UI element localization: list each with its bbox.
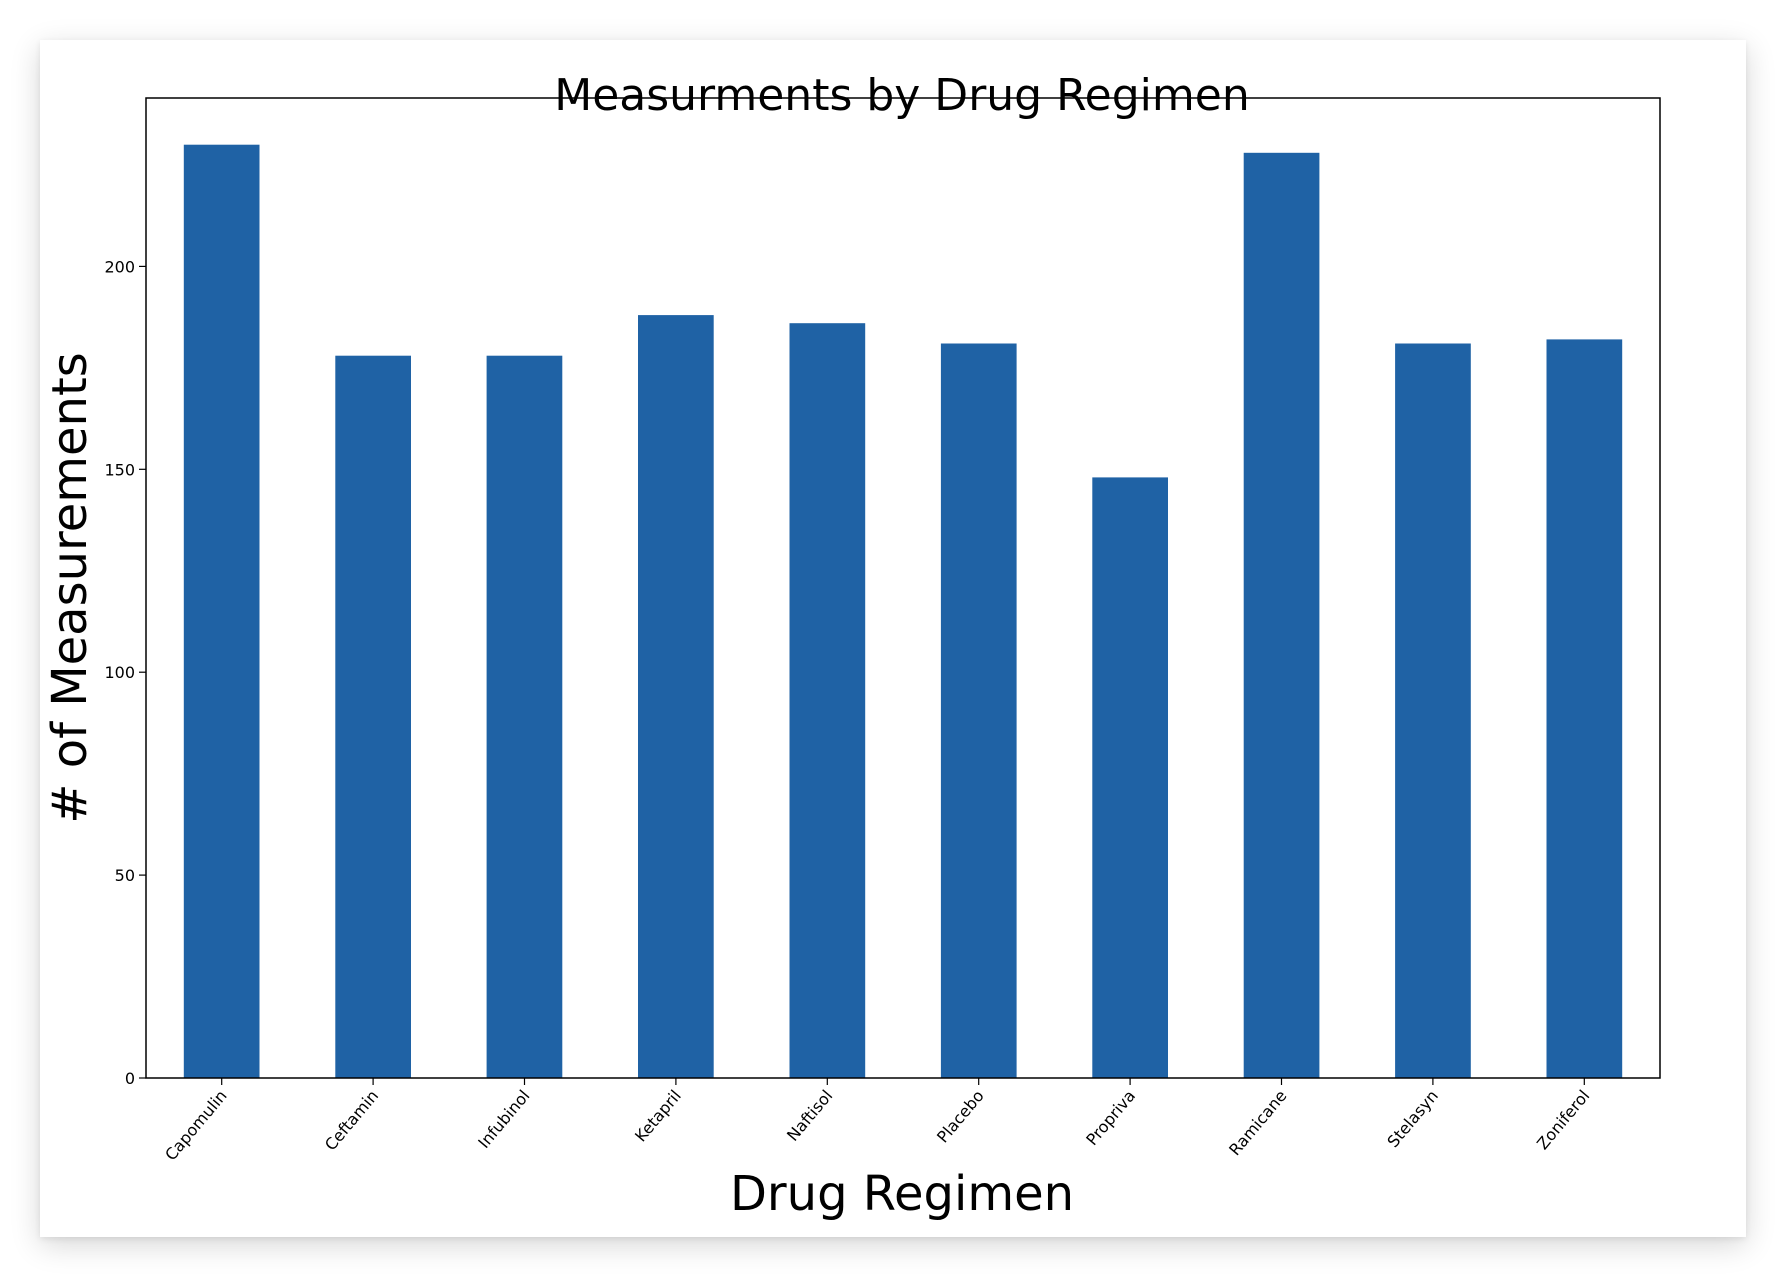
x-tick-label: Ceftamin bbox=[321, 1086, 382, 1154]
bar-ramicane bbox=[1243, 152, 1320, 1079]
y-tick-label: 150 bbox=[104, 460, 135, 479]
bar-infubinol bbox=[486, 355, 563, 1078]
chart-title: Measurments by Drug Regimen bbox=[554, 70, 1249, 121]
x-tick-label: Propriva bbox=[1082, 1086, 1139, 1149]
chart-card: Measurments by Drug Regimen 0 50 100 150 200… bbox=[40, 40, 1746, 1237]
bars-group bbox=[183, 144, 1623, 1079]
bar-capomulin bbox=[183, 144, 260, 1078]
bar-stelasyn bbox=[1395, 343, 1471, 1078]
y-axis: 0 50 100 150 200 bbox=[104, 257, 146, 1088]
bar-propriva bbox=[1092, 477, 1168, 1078]
x-tick-label: Capomulin bbox=[161, 1086, 231, 1164]
y-tick-label: 0 bbox=[125, 1069, 135, 1088]
x-tick-label: Naftisol bbox=[783, 1086, 836, 1144]
bar-chart: Measurments by Drug Regimen 0 50 100 150 200… bbox=[42, 70, 1661, 1222]
y-tick-label: 50 bbox=[115, 866, 135, 885]
y-axis-label: # of Measurements bbox=[42, 352, 98, 824]
y-tick-label: 100 bbox=[104, 663, 135, 682]
x-tick-label: Ketapril bbox=[631, 1086, 685, 1145]
x-axis: Capomulin Ceftamin Infubinol Ketapril Naftis… bbox=[161, 1078, 1593, 1164]
bar-ketapril bbox=[638, 315, 714, 1079]
x-tick-label: Placebo bbox=[933, 1086, 988, 1146]
bar-ceftamin bbox=[335, 355, 411, 1078]
y-tick-label: 200 bbox=[104, 257, 135, 276]
bar-zoniferol bbox=[1546, 339, 1623, 1078]
x-tick-label: Infubinol bbox=[474, 1086, 533, 1152]
bar-placebo bbox=[940, 343, 1017, 1078]
x-tick-label: Zoniferol bbox=[1533, 1086, 1593, 1153]
x-axis-label: Drug Regimen bbox=[730, 1166, 1074, 1222]
plot-frame bbox=[145, 97, 1661, 1079]
x-tick-label: Stelasyn bbox=[1383, 1086, 1442, 1151]
bar-naftisol bbox=[789, 323, 866, 1078]
x-tick-label: Ramicane bbox=[1225, 1086, 1290, 1159]
